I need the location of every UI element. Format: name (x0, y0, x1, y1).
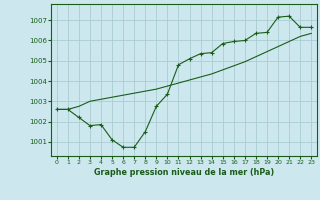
X-axis label: Graphe pression niveau de la mer (hPa): Graphe pression niveau de la mer (hPa) (94, 168, 274, 177)
